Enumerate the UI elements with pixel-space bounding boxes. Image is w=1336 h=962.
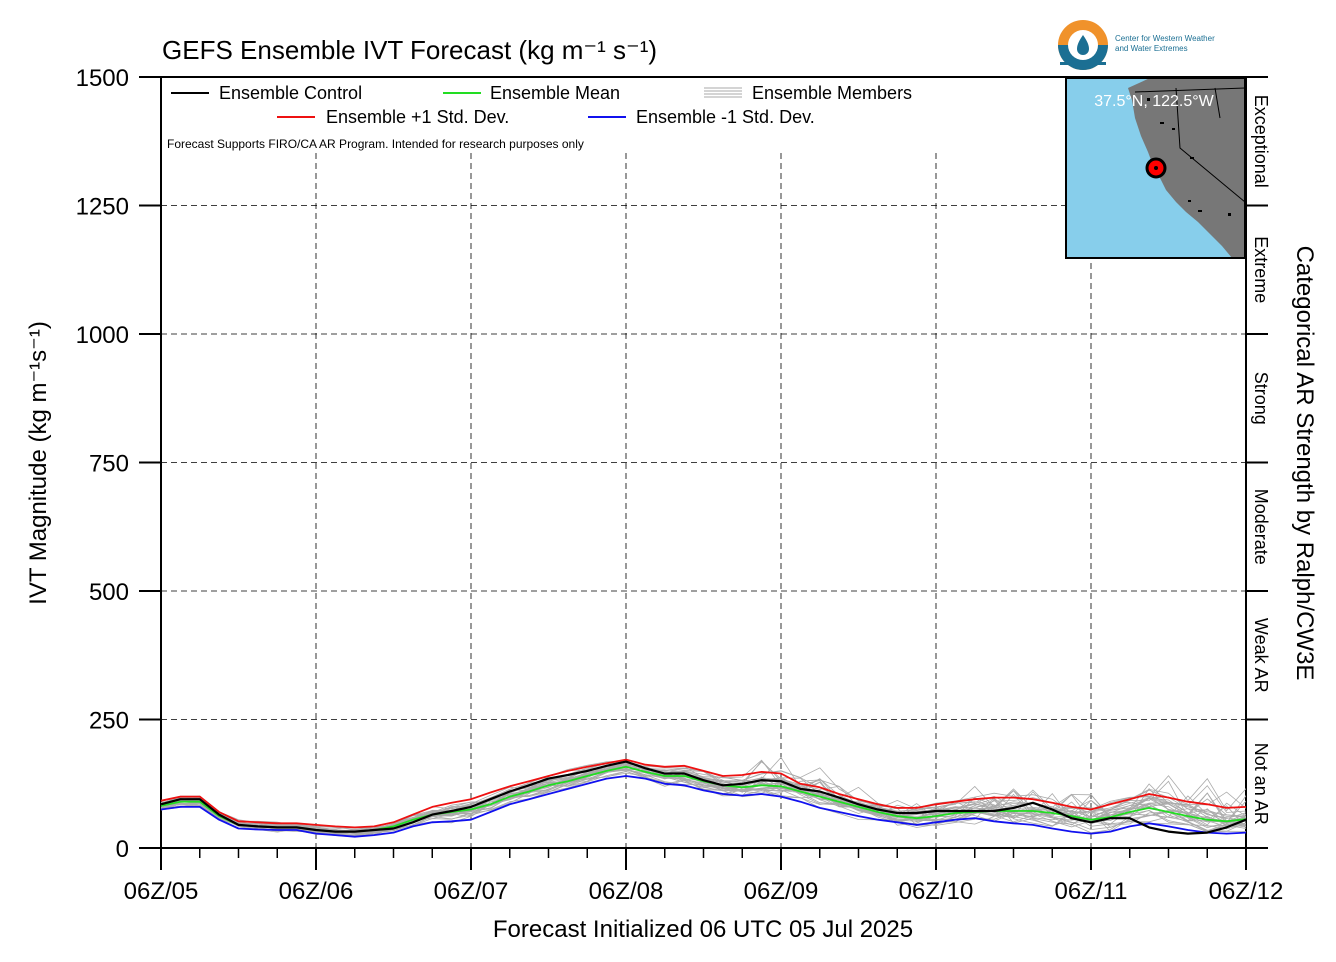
- ensemble-control-line: [161, 760, 1246, 835]
- plus-std-line: [161, 758, 1246, 829]
- category-label: Weak AR: [1251, 618, 1271, 693]
- legend-label-mean: Ensemble Mean: [490, 83, 620, 103]
- y-tick-label: 0: [116, 836, 129, 863]
- y-tick-label: 250: [89, 708, 129, 735]
- minus-std-line: [161, 775, 1246, 838]
- y-axis-label: IVT Magnitude (kg m⁻¹s⁻¹): [25, 321, 52, 605]
- inset-coordinates: 37.5°N, 122.5°W: [1094, 93, 1214, 110]
- x-tick-label: 06Z/07: [434, 878, 509, 905]
- ensemble-member-line: [161, 769, 1246, 833]
- legend-label-plus-std: Ensemble +1 Std. Dev.: [326, 107, 509, 127]
- logo-text-line2: and Water Extremes: [1115, 44, 1188, 53]
- ar-category-axis: Not an AR Weak AR Moderate Strong Extreme Exc…: [1246, 76, 1271, 849]
- category-label: Exceptional: [1251, 95, 1271, 188]
- inset-state-border: [1214, 87, 1221, 119]
- category-label: Strong: [1251, 372, 1271, 425]
- axes: 0 250 500 750 1000 1250 1500 06Z/05 06Z/06 06Z/07…: [76, 65, 1284, 905]
- x-tick-label: 06Z/10: [899, 878, 974, 905]
- legend-swatch-members: [704, 87, 742, 98]
- y-tick-label: 1000: [76, 322, 129, 349]
- inset-lakes: [1147, 98, 1231, 216]
- category-label: Moderate: [1251, 489, 1271, 565]
- inset-state-border: [1134, 87, 1245, 93]
- legend-label-control: Ensemble Control: [219, 83, 362, 103]
- inset-land: [1128, 78, 1245, 258]
- ensemble-member-line: [161, 759, 1246, 836]
- y-tick-label: 1250: [76, 194, 129, 221]
- y-tick-label: 750: [89, 451, 129, 478]
- grid-lines: [161, 153, 1246, 848]
- x-tick-label: 06Z/09: [744, 878, 819, 905]
- x-tick-label: 06Z/06: [279, 878, 354, 905]
- series-group: [161, 758, 1246, 838]
- x-tick-label: 06Z/12: [1209, 878, 1284, 905]
- disclaimer-note: Forecast Supports FIRO/CA AR Program. In…: [167, 137, 584, 151]
- right-axis-label: Categorical AR Strength by Ralph/CW3E: [1291, 246, 1318, 681]
- location-inset-map: 37.5°N, 122.5°W: [1065, 77, 1246, 259]
- x-axis-label: Forecast Initialized 06 UTC 05 Jul 2025: [493, 916, 913, 943]
- category-label: Extreme: [1251, 236, 1271, 303]
- legend: Ensemble Control Ensemble Mean Ensemble …: [167, 83, 912, 151]
- legend-label-minus-std: Ensemble -1 Std. Dev.: [636, 107, 815, 127]
- legend-label-members: Ensemble Members: [752, 83, 912, 103]
- x-tick-label: 06Z/05: [124, 878, 199, 905]
- water-drop-icon: [1077, 35, 1089, 55]
- inset-state-border: [1175, 87, 1245, 203]
- x-tick-label: 06Z/08: [589, 878, 664, 905]
- category-label: Not an AR: [1251, 743, 1271, 825]
- cw3e-logo: Center for Western Weather and Water Ext…: [1058, 20, 1215, 70]
- y-tick-label: 500: [89, 579, 129, 606]
- x-tick-label: 06Z/11: [1055, 878, 1128, 905]
- chart-title: GEFS Ensemble IVT Forecast (kg m⁻¹ s⁻¹): [162, 35, 657, 65]
- y-tick-label: 1500: [76, 65, 129, 92]
- location-marker: [1145, 157, 1167, 179]
- logo-text-line1: Center for Western Weather: [1115, 34, 1215, 43]
